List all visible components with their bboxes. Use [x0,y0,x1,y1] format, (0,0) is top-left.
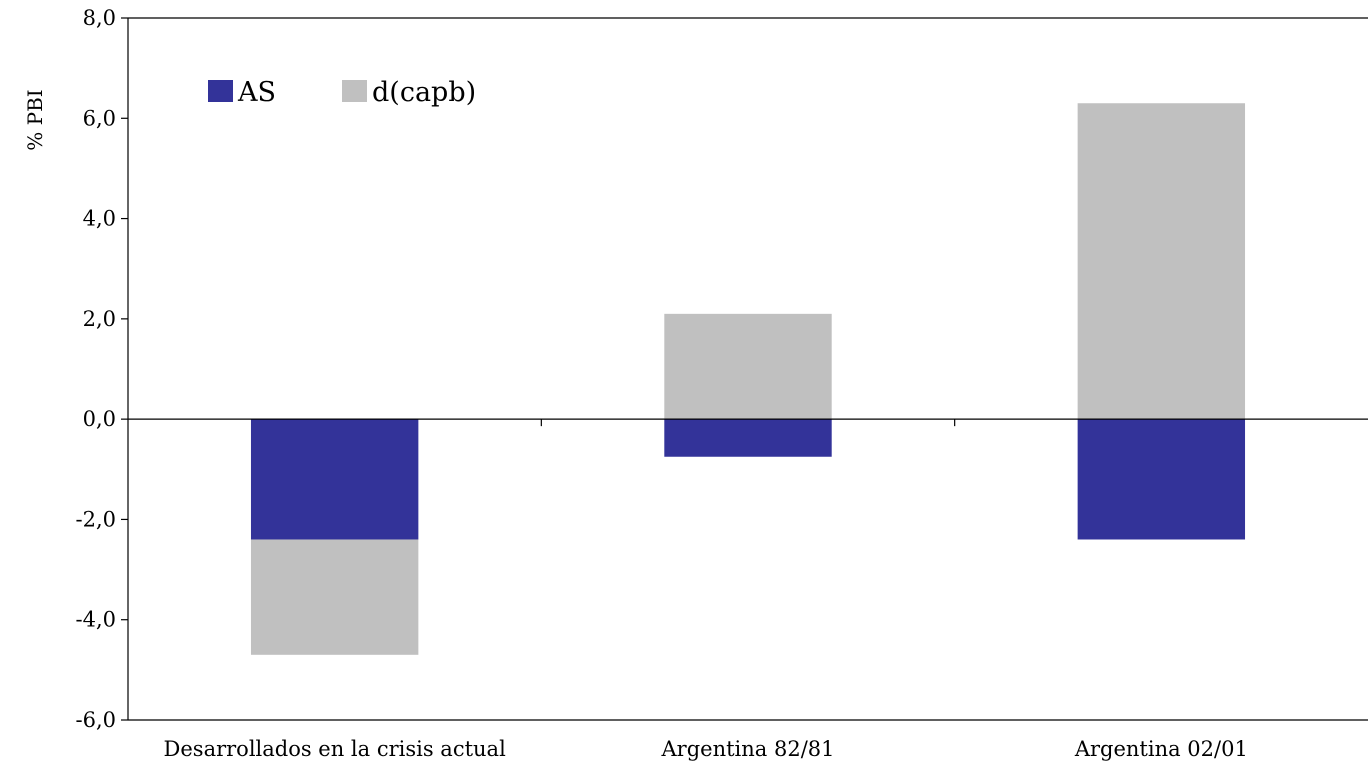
y-tick-label: 6,0 [83,106,116,130]
y-axis-title: % PBI [23,89,47,150]
bar-d-capb-1 [250,539,419,655]
y-tick-label: -4,0 [76,608,117,632]
x-category-label: Desarrollados en la crisis actual [164,737,507,761]
zero-axis [128,418,1368,427]
bar-as-2 [664,419,832,457]
bar-d-capb-3 [1077,103,1246,420]
y-tick-label: 2,0 [83,307,116,331]
y-axis-ticks: -6,0 -4,0 -2,0 0,0 2,0 4,0 6,0 8,0 [76,6,128,732]
legend-swatch [342,80,367,102]
legend-swatch [208,80,233,102]
bar-as-1 [250,419,419,540]
x-axis-labels: Desarrollados en la crisis actual Argenti… [164,737,1248,761]
x-category-label: Argentina 82/81 [661,737,835,761]
legend-label: AS [237,77,276,108]
bars [250,103,1246,655]
bar-as-3 [1077,419,1246,540]
legend-label: d(capb) [372,77,476,108]
bar-d-capb-2 [664,313,832,420]
legend: AS d(capb) [208,77,476,108]
y-tick-label: -2,0 [76,507,117,531]
y-tick-label: 0,0 [83,407,116,431]
y-tick-label: 8,0 [83,6,116,30]
y-tick-label: -6,0 [76,708,117,732]
plot-frame [127,17,1368,721]
y-tick-label: 4,0 [83,207,116,231]
x-category-label: Argentina 02/01 [1074,737,1248,761]
